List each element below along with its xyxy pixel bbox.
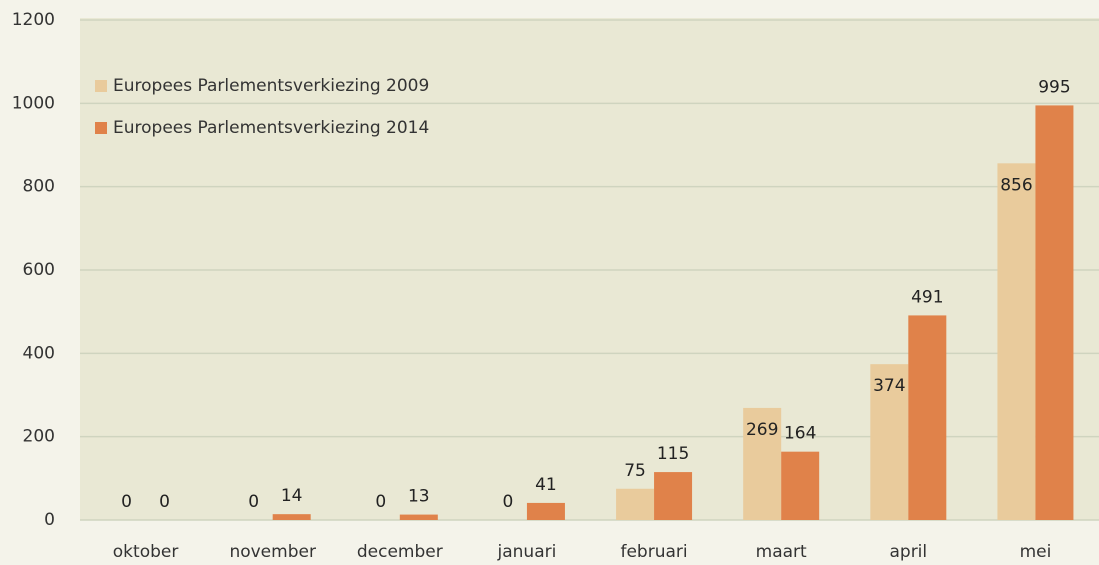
- data-label: 14: [281, 486, 303, 506]
- data-label: 0: [121, 492, 132, 512]
- data-label: 0: [503, 492, 514, 512]
- x-tick-label: november: [229, 542, 316, 562]
- data-label: 115: [657, 444, 689, 464]
- x-tick-label: oktober: [113, 542, 179, 562]
- bar: [997, 163, 1036, 521]
- bar: [616, 488, 655, 520]
- legend-label: Europees Parlementsverkiezing 2014: [113, 118, 429, 138]
- x-tick-label: maart: [756, 542, 807, 562]
- data-label: 491: [911, 287, 943, 307]
- legend-swatch: [95, 122, 107, 134]
- data-label: 13: [408, 487, 430, 507]
- bar: [526, 502, 565, 520]
- y-tick-label: 1000: [12, 93, 55, 113]
- data-label: 856: [1000, 175, 1032, 195]
- legend-label: Europees Parlementsverkiezing 2009: [113, 76, 429, 96]
- bar: [870, 364, 909, 520]
- data-label: 75: [624, 461, 646, 481]
- bar: [781, 451, 820, 520]
- data-label: 164: [784, 424, 816, 444]
- bar: [908, 315, 947, 520]
- data-label: 0: [248, 492, 259, 512]
- x-tick-label: januari: [497, 542, 557, 562]
- data-label: 41: [535, 475, 557, 495]
- bar: [1035, 105, 1074, 521]
- data-label: 269: [746, 420, 778, 440]
- x-tick-label: december: [357, 542, 443, 562]
- bar: [654, 472, 693, 520]
- data-label: 995: [1038, 77, 1070, 97]
- y-tick-label: 600: [23, 260, 55, 280]
- bar: [743, 407, 782, 520]
- data-label: 374: [873, 376, 905, 396]
- bar: [272, 514, 311, 520]
- y-tick-label: 1200: [12, 10, 55, 30]
- legend-swatch: [95, 80, 107, 92]
- y-tick-label: 400: [23, 343, 55, 363]
- x-tick-label: februari: [620, 542, 687, 562]
- bar: [399, 514, 438, 520]
- data-label: 0: [159, 492, 170, 512]
- y-tick-label: 200: [23, 427, 55, 447]
- x-tick-label: mei: [1020, 542, 1052, 562]
- y-tick-label: 0: [44, 510, 55, 530]
- data-label: 0: [375, 492, 386, 512]
- y-tick-label: 800: [23, 177, 55, 197]
- x-tick-label: april: [889, 542, 927, 562]
